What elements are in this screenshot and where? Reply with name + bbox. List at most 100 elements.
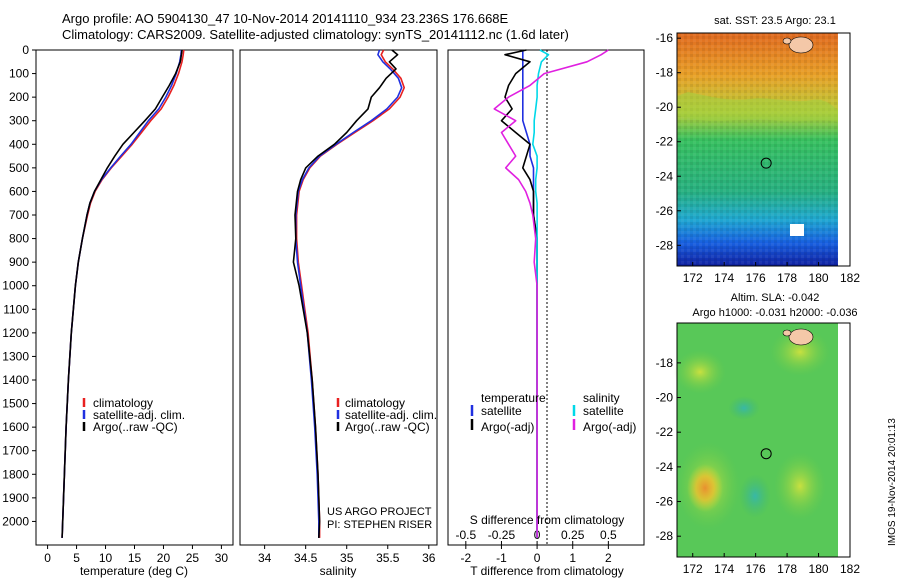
satellite-line (61, 49, 183, 538)
lat-tick-label: -22 (656, 425, 674, 439)
lon-tick-label: 182 (840, 562, 860, 576)
depth-tick-label: 1800 (2, 467, 29, 481)
land-mass (782, 37, 792, 45)
x-tick-label: 36 (422, 551, 436, 565)
salinity-axes (239, 49, 438, 546)
depth-tick-label: 200 (9, 90, 29, 104)
fiji-land (782, 36, 814, 54)
sla-nodata-strip (838, 323, 850, 557)
salinity-panel: 34 34.5 35 35.5 36 salinity climatology sate… (239, 49, 438, 578)
sla-map-panel: Altim. SLA: -0.042 Argo h1000: -0.031 h2… (656, 292, 861, 576)
depth-tick-label: 400 (9, 137, 29, 151)
temperature-panel: 0100200300400500600700800900100011001200… (2, 43, 234, 578)
depth-tick-label: 1100 (3, 302, 29, 316)
lon-tick-label: 178 (777, 271, 797, 285)
argo-position-marker (760, 157, 772, 169)
project-annotation: US ARGO PROJECT (327, 506, 432, 518)
legend-label-climatology: climatology (345, 396, 405, 410)
depth-tick-label: 0 (22, 43, 29, 57)
depth-tick-label: 1200 (2, 326, 29, 340)
depth-tick-label: 1700 (2, 444, 29, 458)
depth-tick-label: 2000 (2, 514, 29, 528)
x-tick-label: 0 (44, 551, 51, 565)
temperature-axes (35, 49, 234, 546)
lon-tick-label: 172 (683, 271, 703, 285)
temperature-x-axis: 0 5 10 15 20 25 30 (44, 545, 228, 565)
legend-label-s-argo: Argo(-adj) (583, 420, 636, 434)
depth-tick-label: 1900 (2, 491, 29, 505)
x-tick-label: 34 (258, 551, 272, 565)
sla-map-axes (676, 322, 851, 558)
x-tick-label: 35.5 (376, 551, 400, 565)
land-mass (788, 36, 814, 54)
depth-tick-label: 500 (9, 161, 29, 175)
legend-label-climatology: climatology (93, 396, 153, 410)
legend-label-s-satellite: satellite (583, 404, 624, 418)
depth-tick-label: 600 (9, 184, 29, 198)
argo-line (292, 49, 399, 538)
depth-tick-label: 100 (9, 67, 29, 81)
lat-tick-label: -24 (656, 169, 674, 183)
difference-legend: temperature satellite Argo(-adj) salinit… (470, 391, 636, 434)
t-difference-label: T difference from climatology (470, 564, 624, 578)
lat-tick-label: -18 (656, 66, 674, 80)
salinity-x-axis: 34 34.5 35 35.5 36 (258, 545, 436, 565)
lat-tick-label: -20 (656, 100, 674, 114)
sst-map-axes (676, 32, 851, 267)
depth-tick-label: 1600 (2, 420, 29, 434)
legend-title-salinity: salinity (583, 391, 620, 405)
pi-annotation: PI: STEPHEN RISER (327, 519, 432, 531)
sst-texture (677, 33, 838, 266)
lon-tick-label: 176 (746, 271, 766, 285)
x-tick-label: 1 (569, 551, 576, 565)
lon-tick-label: 174 (714, 562, 734, 576)
legend-label-argo: Argo(..raw -QC) (345, 420, 430, 434)
depth-tick-label: 1000 (2, 279, 29, 293)
sla-map-title-2: Argo h1000: -0.031 h2000: -0.036 (692, 307, 857, 319)
depth-tick-label: 1300 (2, 349, 29, 363)
legend-label-t-satellite: satellite (481, 404, 522, 418)
depth-tick-label: 900 (9, 255, 29, 269)
temperature-lines (61, 49, 185, 538)
lat-tick-label: -28 (656, 529, 674, 543)
x-tick-label: 34.5 (294, 551, 318, 565)
lat-tick-label: -24 (656, 460, 674, 474)
legend-label-satellite: satellite-adj. clim. (345, 408, 437, 422)
lat-tick-label: -26 (656, 495, 674, 509)
lat-tick-label: -20 (656, 391, 674, 405)
s-tick-label: -0.5 (455, 528, 476, 542)
sla-low (739, 474, 771, 518)
legend-label-satellite: satellite-adj. clim. (93, 408, 185, 422)
s-argo-diff-line (493, 49, 609, 538)
depth-tick-label: 700 (9, 208, 29, 222)
depth-tick-label: 300 (9, 114, 29, 128)
lon-tick-label: 182 (840, 271, 860, 285)
x-tick-label: 10 (99, 551, 113, 565)
depth-tick-label: 1500 (2, 397, 29, 411)
difference-panel: -2 -1 0 1 2-0.5 -0.25 0 0.25 0.5 S difference fr… (447, 49, 645, 578)
depth-axis: 0 100 200 300 400 500 600 700 800 900 1000 1100 1200… (2, 43, 36, 528)
salinity-lines (292, 49, 406, 538)
legend-title-temperature: temperature (481, 391, 546, 405)
x-tick-label: 0 (534, 551, 541, 565)
argo-line (61, 49, 183, 538)
sla-high (687, 464, 723, 512)
x-tick-label: 35 (340, 551, 354, 565)
s-tick-label: 0.25 (561, 528, 585, 542)
sla-map-title-1: Altim. SLA: -0.042 (731, 292, 820, 304)
lon-tick-label: 180 (809, 562, 829, 576)
sla-feature (774, 452, 826, 520)
s-satellite-diff-line (531, 49, 550, 538)
credit-text: IMOS 19-Nov-2014 20:01:13 (887, 418, 898, 546)
land-mass (782, 329, 792, 337)
t-argo-diff-line (500, 49, 538, 538)
s-tick-label: -0.25 (488, 528, 516, 542)
sst-nodata-strip (838, 33, 850, 266)
sst-front (677, 92, 838, 122)
sst-map-title: sat. SST: 23.5 Argo: 23.1 (714, 15, 836, 27)
title-line-2: Climatology: CARS2009. Satellite-adjuste… (62, 27, 569, 42)
lon-tick-label: 172 (683, 562, 703, 576)
salinity-legend: climatology satellite-adj. clim. Argo(..… (336, 396, 437, 434)
lon-tick-label: 178 (777, 562, 797, 576)
